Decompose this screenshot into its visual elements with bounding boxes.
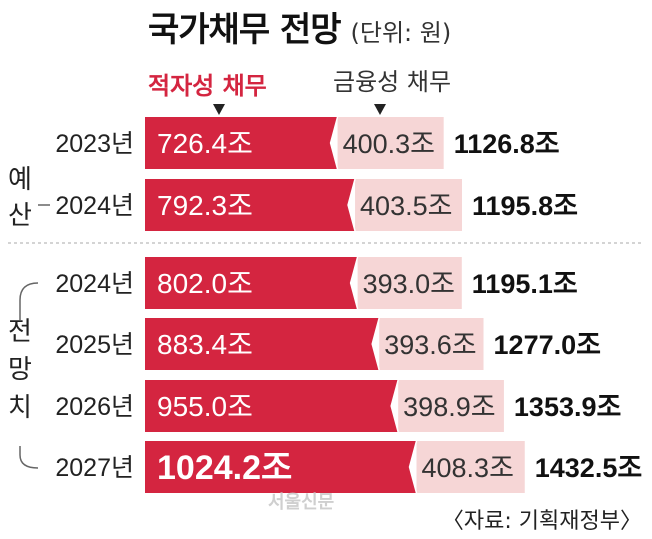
source-note: 〈자료: 기획재정부〉 [441, 509, 642, 534]
bar-notch-edge [371, 317, 380, 371]
label-financial-debt: 398.9조 [403, 392, 495, 422]
label-deficit-debt: 1024.2조 [157, 449, 292, 487]
legend-deficit-debt: 적자성 채무 [148, 72, 267, 100]
label-financial-debt: 408.3조 [422, 453, 514, 483]
label-deficit-debt: 726.4조 [157, 128, 253, 159]
label-financial-debt: 393.6조 [384, 330, 476, 360]
bar-financial-debt [357, 257, 462, 309]
bar-financial-debt [416, 441, 525, 493]
label-total: 1126.8조 [454, 129, 560, 159]
label-deficit-debt: 792.3조 [157, 190, 253, 221]
legend-marker-red [213, 104, 225, 115]
year-label: 2027년 [55, 454, 134, 482]
label-financial-debt: 403.5조 [360, 191, 452, 221]
legend-financial-debt: 금융성 채무 [333, 68, 452, 96]
bar-financial-debt [398, 380, 504, 432]
unit-note: (단위: 원) [350, 19, 452, 47]
bar-notch-edge [390, 379, 399, 433]
bar-notch-edge [347, 178, 356, 232]
year-label: 2026년 [55, 393, 134, 421]
bar-financial-debt [379, 318, 484, 370]
label-financial-debt: 400.3조 [343, 129, 435, 159]
label-deficit-debt: 883.4조 [157, 329, 253, 360]
label-total: 1353.9조 [514, 392, 621, 422]
bar-deficit-debt [145, 380, 399, 432]
watermark: 서울신문 [268, 492, 335, 513]
bar-deficit-debt [145, 441, 417, 493]
legend-marker-pink [374, 104, 386, 115]
label-deficit-debt: 955.0조 [157, 391, 253, 422]
year-label: 2023년 [55, 130, 134, 158]
bar-notch-edge [329, 116, 339, 170]
group-label-forecast-char: 망 [8, 354, 32, 384]
bar-notch-edge [349, 256, 359, 310]
group-label-budget-char: 예 [8, 164, 32, 194]
label-total: 1277.0조 [494, 330, 601, 360]
group-label-budget-char: 산 [8, 200, 32, 230]
label-total: 1195.1조 [472, 269, 578, 299]
label-financial-debt: 393.0조 [363, 269, 455, 299]
bar-financial-debt [337, 117, 444, 169]
label-total: 1432.5조 [535, 453, 642, 483]
forecast-bracket-top [19, 282, 39, 320]
bar-deficit-debt [145, 179, 356, 231]
label-total: 1195.8조 [472, 191, 578, 221]
group-label-forecast-char: 치 [8, 392, 32, 422]
group-label-forecast-char: 전 [8, 316, 32, 346]
year-label: 2024년 [55, 270, 134, 298]
bar-financial-debt [355, 179, 463, 231]
chart-title: 국가채무 전망 [148, 10, 342, 50]
forecast-bracket-bottom [19, 446, 39, 469]
bar-notch-edge [408, 440, 418, 494]
bar-deficit-debt [145, 318, 380, 370]
label-deficit-debt: 802.0조 [157, 268, 253, 299]
bar-deficit-debt [145, 257, 358, 309]
bar-deficit-debt [145, 117, 338, 169]
year-label: 2024년 [55, 192, 134, 220]
chart-title-row: 국가채무 전망 (단위: 원) [148, 2, 451, 51]
year-label: 2025년 [55, 331, 134, 359]
